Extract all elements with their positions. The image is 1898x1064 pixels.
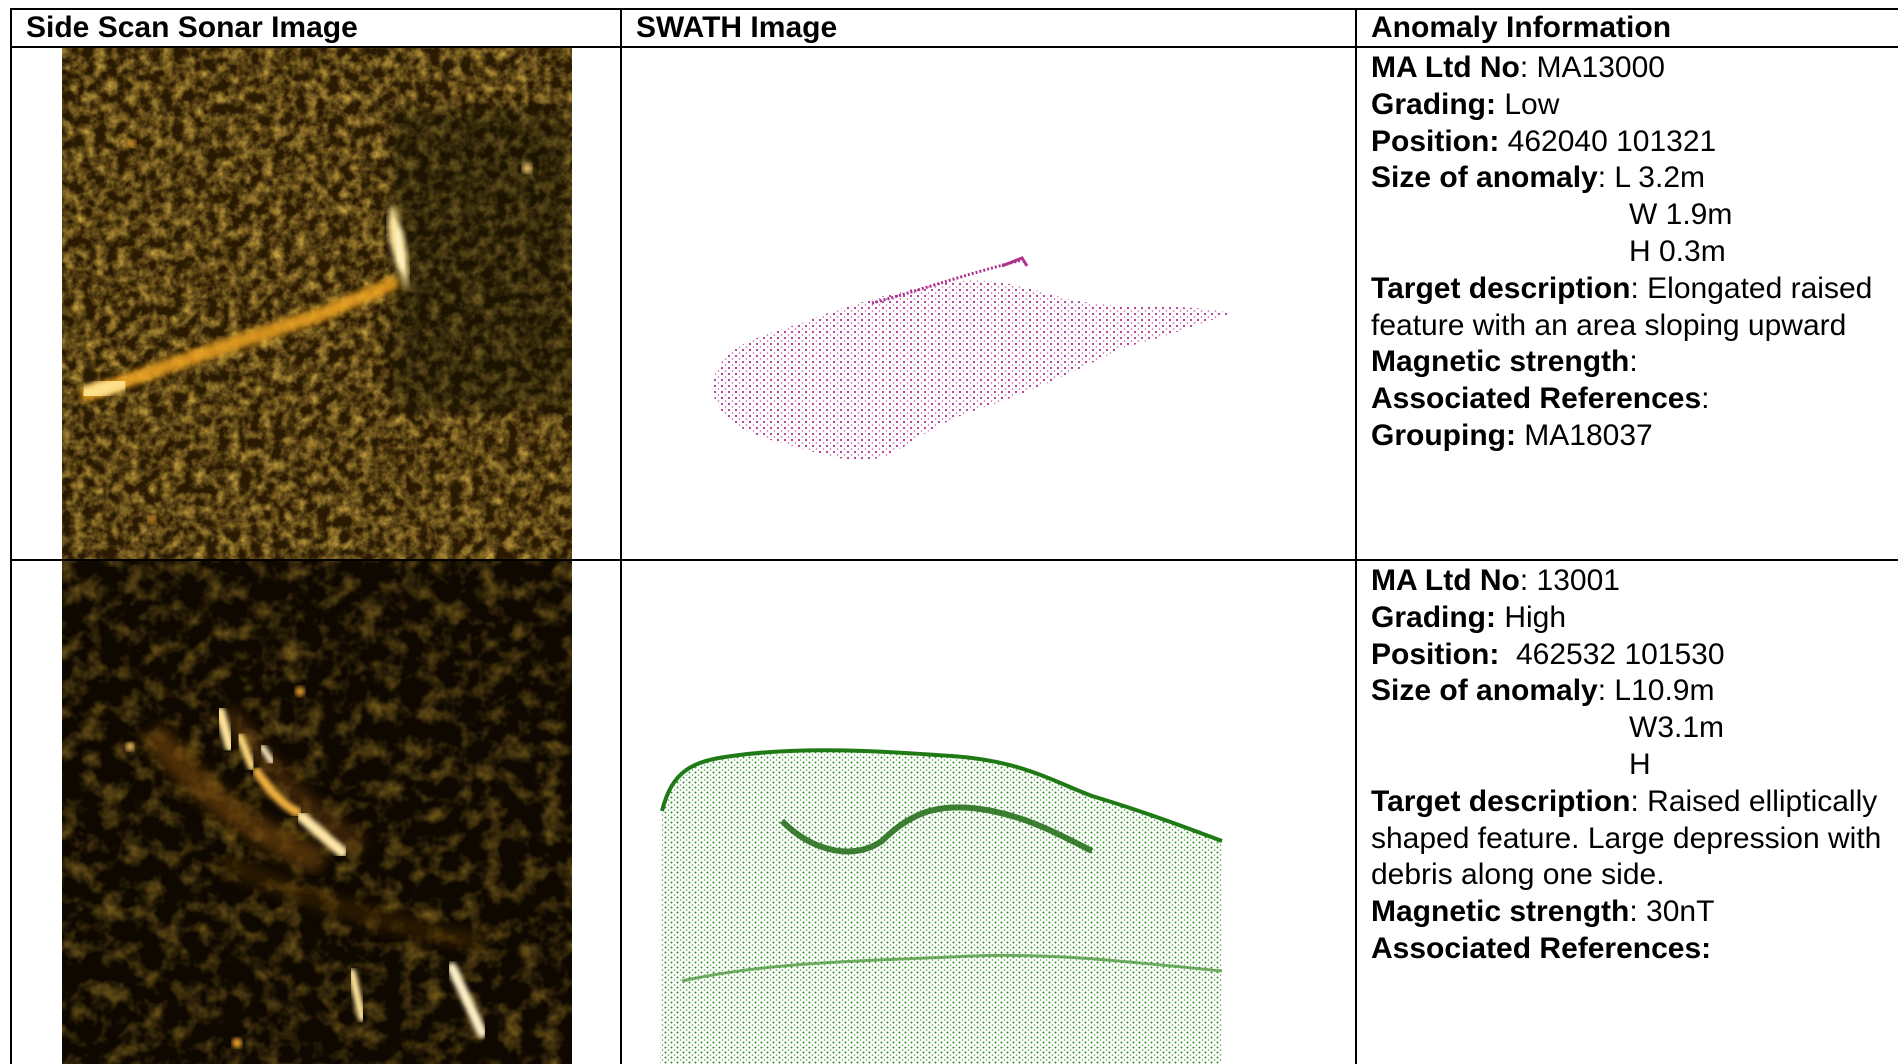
header-info: Anomaly Information — [1355, 8, 1898, 48]
table-row: MA Ltd No: MA13000 Grading: Low Position… — [10, 46, 1898, 561]
grouping-value: MA18037 — [1515, 418, 1653, 452]
size-length: : L 3.2m — [1597, 161, 1706, 195]
associated-references: Associated References: — [1371, 931, 1888, 968]
grading-label: Grading: — [1371, 87, 1496, 121]
position-value: 462040 101321 — [1499, 124, 1717, 158]
target-value: : Raised elliptically shaped feature. La… — [1371, 784, 1882, 892]
size-height: H — [1629, 747, 1651, 781]
swath-image-cell — [620, 559, 1357, 1064]
swath-point-cloud — [712, 256, 1232, 461]
ma-ltd-no: MA Ltd No: MA13000 — [1371, 50, 1888, 87]
size-label: Size of anomaly — [1371, 674, 1598, 708]
table-row: MA Ltd No: 13001 Grading: High Position:… — [10, 559, 1898, 1064]
associated-references: Associated References: — [1371, 381, 1888, 418]
sonar-image-graphic — [62, 49, 572, 558]
grouping-label: Grouping: — [1371, 418, 1516, 452]
magnetic-label: Magnetic strength — [1371, 345, 1630, 379]
magnetic-value: : — [1629, 345, 1638, 379]
ma-ltd-no-label: MA Ltd No — [1371, 51, 1520, 84]
magnetic-label: Magnetic strength — [1371, 895, 1630, 929]
ma-ltd-no: MA Ltd No: 13001 — [1371, 563, 1888, 600]
header-sonar: Side Scan Sonar Image — [10, 8, 622, 48]
anomaly-info-cell: MA Ltd No: MA13000 Grading: Low Position… — [1355, 46, 1898, 561]
grouping: Grouping: MA18037 — [1371, 418, 1888, 455]
ma-ltd-no-sep: : — [1519, 51, 1537, 84]
grading-value: High — [1496, 600, 1567, 634]
target-description: Target description: Elongated raised fea… — [1371, 271, 1888, 345]
position-value: 462532 101530 — [1499, 637, 1725, 671]
assoc-label: Associated References: — [1371, 931, 1712, 965]
ma-ltd-no-sep: : — [1519, 564, 1537, 597]
anomaly-table: Side Scan Sonar Image SWATH Image Anomal… — [10, 8, 1898, 1064]
sonar-image — [62, 49, 572, 558]
size-label: Size of anomaly — [1371, 161, 1598, 195]
target-description: Target description: Raised elliptically … — [1371, 784, 1888, 894]
ma-ltd-no-value: 13001 — [1536, 564, 1620, 597]
ma-ltd-no-value: MA13000 — [1536, 51, 1665, 84]
grading-value: Low — [1496, 87, 1560, 121]
magnetic-strength: Magnetic strength: — [1371, 344, 1888, 381]
swath-image — [623, 562, 1354, 1064]
swath-point-cloud — [660, 748, 1223, 1064]
assoc-label: Associated References — [1371, 382, 1702, 416]
size-length: : L10.9m — [1597, 674, 1715, 708]
sonar-image-cell — [10, 559, 622, 1064]
size-of-anomaly: Size of anomaly: L 3.2m — [1371, 160, 1888, 197]
grading-label: Grading: — [1371, 600, 1496, 634]
swath-image-cell — [620, 46, 1357, 561]
target-label: Target description — [1371, 271, 1631, 305]
position-label: Position: — [1371, 124, 1500, 158]
target-value: : Elongated raised feature with an area … — [1371, 271, 1873, 342]
grading: Grading: High — [1371, 600, 1888, 637]
sonar-image — [62, 562, 572, 1064]
grading: Grading: Low — [1371, 87, 1888, 124]
anomaly-info-cell: MA Ltd No: 13001 Grading: High Position:… — [1355, 559, 1898, 1064]
size-height: H 0.3m — [1629, 234, 1726, 268]
target-label: Target description — [1371, 784, 1631, 818]
position-label: Position: — [1371, 637, 1500, 671]
magnetic-value: : 30nT — [1629, 895, 1715, 929]
sonar-image-cell — [10, 46, 622, 561]
ma-ltd-no-label: MA Ltd No — [1371, 564, 1520, 597]
sonar-image-graphic — [62, 562, 572, 1064]
position: Position: 462040 101321 — [1371, 124, 1888, 161]
size-width: W 1.9m — [1629, 198, 1733, 232]
position: Position: 462532 101530 — [1371, 637, 1888, 674]
header-swath: SWATH Image — [620, 8, 1357, 48]
size-width: W3.1m — [1629, 711, 1725, 745]
magnetic-strength: Magnetic strength: 30nT — [1371, 894, 1888, 931]
assoc-value: : — [1701, 382, 1710, 416]
header-row: Side Scan Sonar Image SWATH Image Anomal… — [10, 8, 1898, 48]
swath-image — [623, 49, 1354, 557]
size-of-anomaly: Size of anomaly: L10.9m — [1371, 673, 1888, 710]
